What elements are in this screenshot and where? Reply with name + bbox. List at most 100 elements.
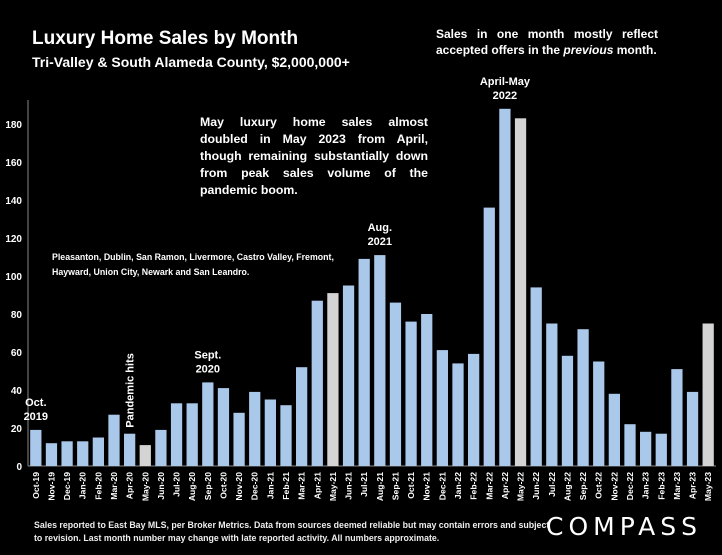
bar (92, 437, 104, 466)
x-tick-label: Dec-20 (250, 472, 260, 500)
bar (108, 414, 120, 466)
x-tick-label: Dec-22 (625, 472, 635, 500)
x-tick-label: Feb-20 (93, 472, 103, 500)
y-tick-label: 100 (5, 272, 22, 283)
top-note-end: month. (613, 43, 657, 57)
annotation-label: 2022 (493, 90, 517, 102)
y-tick-label: 180 (5, 120, 22, 131)
top-note-text: Sales in one month mostly reflect accept… (436, 27, 658, 57)
bar (280, 405, 292, 466)
y-tick-label: 80 (11, 310, 23, 321)
bar (514, 118, 527, 467)
x-tick-label: Nov-22 (609, 472, 619, 501)
bar (608, 393, 620, 466)
y-tick-label: 60 (11, 348, 23, 359)
bar (546, 323, 558, 466)
bar (483, 207, 495, 466)
x-tick-label: Jan-20 (78, 472, 88, 499)
x-tick-label: Sep-20 (203, 472, 213, 500)
x-tick-label: Oct-21 (406, 472, 416, 499)
x-tick-label: Apr-20 (125, 472, 135, 499)
annotation-label: Oct. (25, 397, 46, 409)
x-tick-label: Feb-23 (656, 472, 666, 500)
x-tick-label: Apr-22 (500, 472, 510, 499)
x-tick-label: Aug-20 (187, 472, 197, 501)
bar (561, 355, 574, 466)
bar (655, 433, 667, 466)
bar (452, 363, 464, 466)
bar (640, 431, 652, 466)
bar (233, 412, 245, 466)
x-tick-label: Mar-20 (109, 472, 119, 500)
bar (155, 429, 167, 466)
x-tick-label: Feb-21 (281, 472, 291, 500)
chart-title: Luxury Home Sales by Month (32, 28, 299, 49)
x-tick-label: Jan-22 (453, 472, 463, 499)
y-tick-label: 0 (16, 462, 22, 473)
x-tick-label: Apr-23 (688, 472, 698, 499)
top-note-italic: previous (563, 43, 614, 57)
bar (468, 353, 480, 466)
bar (61, 441, 73, 466)
y-tick-label: 120 (5, 234, 22, 245)
x-tick-label: Jun-21 (344, 472, 354, 500)
bar (530, 287, 542, 466)
bar (624, 424, 636, 466)
x-tick-label: Nov-21 (422, 472, 432, 501)
bar (577, 329, 589, 466)
x-tick-label: Aug-22 (562, 472, 572, 501)
x-tick-label: Oct-19 (31, 472, 41, 499)
y-tick-label: 140 (5, 196, 22, 207)
annotation-label: 2019 (24, 411, 48, 423)
bar (202, 382, 214, 466)
x-tick-label: Jan-21 (265, 472, 275, 499)
bar (389, 302, 402, 466)
bar (311, 300, 323, 466)
bar (436, 350, 448, 466)
callout-text: May luxury home sales almost doubled in … (200, 115, 428, 197)
compass-logo: COMPASS (546, 512, 703, 541)
x-tick-label: Nov-20 (234, 472, 244, 501)
x-tick-label: May-20 (140, 472, 150, 501)
bar (702, 323, 714, 466)
bar (186, 403, 198, 466)
bar (374, 255, 386, 466)
x-tick-label: Jan-23 (641, 472, 651, 499)
bar (249, 391, 261, 466)
annotation-label: Pandemic hits (125, 353, 137, 428)
bar (499, 108, 511, 467)
x-tick-label: Mar-22 (484, 472, 494, 500)
x-tick-label: Jun-22 (531, 472, 541, 500)
bar (124, 433, 136, 466)
y-tick-label: 20 (11, 424, 23, 435)
x-tick-label: Dec-21 (437, 472, 447, 500)
bar (45, 443, 58, 466)
x-tick-label: Mar-23 (672, 472, 682, 500)
x-tick-label: Oct-22 (594, 472, 604, 499)
y-tick-label: 160 (5, 158, 22, 169)
annotation-label: 2021 (368, 236, 392, 248)
bar (296, 367, 308, 466)
x-tick-label: Jul-21 (359, 472, 369, 497)
x-tick-label: May-23 (703, 472, 713, 501)
x-tick-label: Dec-19 (62, 472, 72, 500)
bar (264, 399, 276, 466)
bar (139, 445, 151, 466)
x-tick-label: Jul-20 (172, 472, 182, 497)
bar (421, 314, 433, 466)
bar (217, 388, 230, 466)
x-tick-label: Nov-19 (46, 472, 56, 501)
annotation-label: 2020 (196, 363, 220, 375)
x-tick-label: Mar-21 (297, 472, 307, 500)
cities-note: Pleasanton, Dublin, San Ramon, Livermore… (52, 252, 334, 277)
x-tick-label: Jun-20 (156, 472, 166, 500)
bar (686, 391, 699, 466)
bar (593, 361, 605, 466)
top-note: Sales in one month mostly reflect accept… (436, 26, 658, 58)
x-tick-label: Sep-21 (390, 472, 400, 500)
x-tick-label: Oct-20 (218, 472, 228, 499)
x-tick-label: Jul-22 (547, 472, 557, 497)
bar (405, 321, 417, 466)
x-tick-label: Aug-21 (375, 472, 385, 501)
